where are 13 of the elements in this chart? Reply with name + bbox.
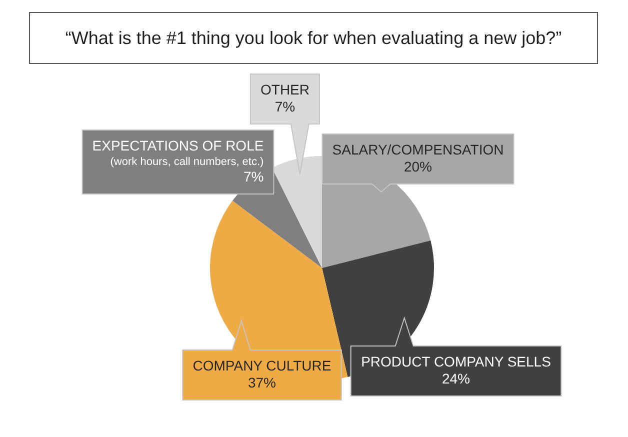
chart-title: “What is the #1 thing you look for when evaluating a new job?”	[29, 12, 598, 64]
slice-label: SALARY/COMPENSATION	[332, 142, 504, 158]
data-label: 7%	[243, 168, 264, 184]
data-label: 20%	[404, 158, 432, 174]
data-label: 37%	[248, 374, 276, 390]
slice-label: EXPECTATIONS OF ROLE	[92, 138, 264, 154]
data-label: 7%	[274, 98, 296, 114]
data-label: 24%	[442, 370, 470, 386]
slice-label: COMPANY CULTURE	[192, 358, 332, 374]
slice-label: PRODUCT COMPANY SELLS	[361, 354, 551, 370]
pie-slice	[272, 156, 322, 268]
slice-label: OTHER	[260, 82, 310, 98]
text: (work hours, call numbers, etc.)	[110, 156, 264, 168]
